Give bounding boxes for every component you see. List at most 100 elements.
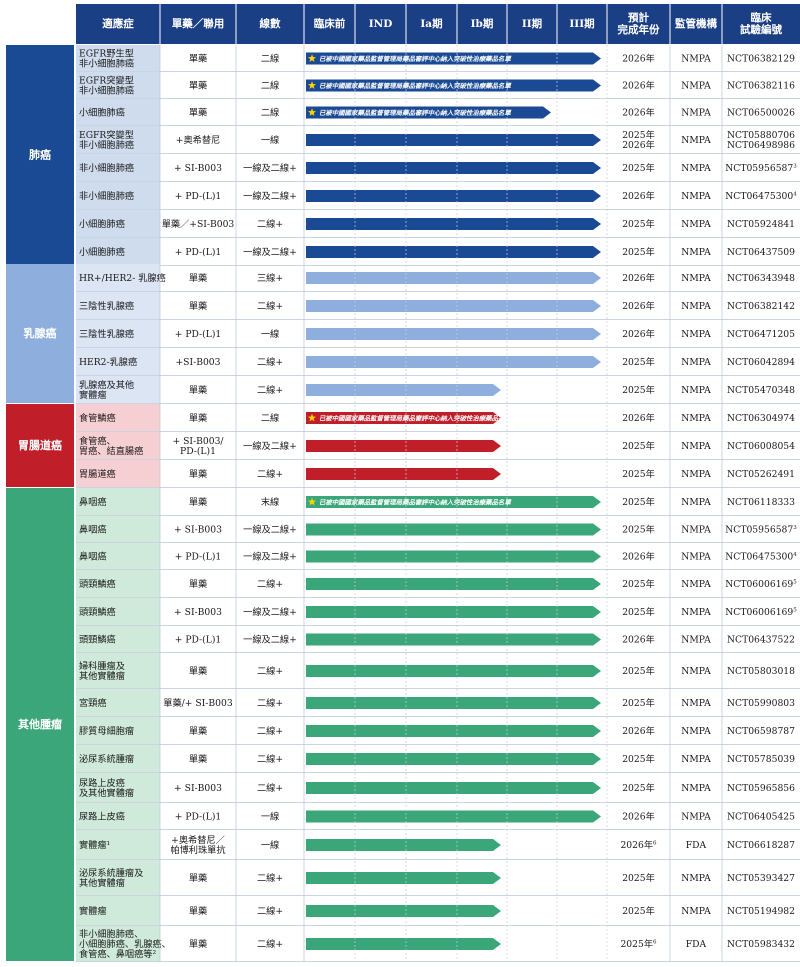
header-bar: [76, 4, 800, 44]
trial-id-text: NCT05803018: [727, 666, 795, 677]
trial-id-text: NCT06382142: [727, 301, 795, 312]
regimen-text: 單藥: [189, 468, 207, 480]
completion-year: 2026年: [622, 328, 655, 340]
regimen-text: 單藥: [189, 53, 207, 65]
regimen-text: + PD-(L)1: [175, 812, 222, 823]
progress-arrow: [306, 550, 601, 563]
indication-text: 食管鱗癌: [79, 412, 116, 424]
regimen-text: 單藥: [189, 872, 207, 884]
indication-text: 膠質母細胞瘤: [79, 725, 134, 737]
indication-text: 非小細胞肺癌: [79, 190, 134, 202]
indication-cell: [76, 238, 160, 265]
completion-year: 2025年: [622, 356, 655, 368]
indication-cell: [76, 264, 160, 291]
regimen-text: + SI-B003: [174, 783, 222, 794]
completion-year: 2025年: [622, 246, 655, 258]
line-text: 一線及二線+: [243, 246, 297, 258]
group-name-lung: 肺癌: [29, 148, 51, 162]
indication-cell: [76, 773, 160, 802]
group-name-gi: 胃腸道癌: [18, 438, 62, 452]
line-text: 二線+: [257, 468, 283, 480]
indication-text: 實體瘤: [79, 905, 107, 917]
completion-year: 2026年: [622, 80, 655, 92]
indication-cell: [76, 45, 160, 71]
breakthrough-note: 已被中國國家藥品監督管理局藥品審評中心納入突破性治療藥品名單: [319, 415, 512, 423]
completion-year: 2025年 2026年: [622, 129, 655, 151]
header-regulator: 監管機構: [675, 17, 717, 30]
regulator-text: NMPA: [681, 497, 711, 508]
line-text: 二線+: [257, 753, 283, 765]
indication-text: 婦科腫瘤及其他實體瘤: [79, 660, 125, 682]
breakthrough-star-icon: [308, 81, 316, 89]
regimen-text: 單藥: [189, 496, 207, 508]
regulator-text: NMPA: [681, 81, 711, 92]
line-text: 二線+: [257, 356, 283, 368]
line-text: 一線: [261, 811, 279, 823]
trial-id-text: NCT06382129: [727, 54, 795, 65]
progress-arrow: [306, 523, 601, 536]
indication-text: HER2-乳腺癌: [79, 356, 137, 368]
indication-cell: [76, 543, 160, 569]
progress-arrow: [306, 782, 601, 794]
regimen-text: + PD-(L)1: [175, 552, 222, 563]
regulator-text: NMPA: [681, 135, 711, 146]
regimen-text: 單藥: [189, 384, 207, 396]
indication-text: 尿路上皮癌: [79, 811, 125, 823]
line-text: 一線: [261, 134, 279, 146]
progress-arrow: [306, 106, 551, 119]
line-text: 一線: [261, 839, 279, 851]
header-completion: 預計完成年份: [618, 11, 660, 36]
indication-cell: [76, 460, 160, 487]
regulator-text: NMPA: [681, 219, 711, 230]
regimen-text: + PD-(L)1: [175, 329, 222, 340]
completion-year: 2025年: [622, 496, 655, 508]
indication-cell: [76, 404, 160, 431]
completion-year: 2025年: [622, 162, 655, 174]
progress-arrow: [306, 872, 501, 884]
completion-year: 2026年6: [620, 839, 657, 851]
line-text: 二線+: [257, 782, 283, 794]
indication-cell: [76, 154, 160, 181]
regimen-text: 單藥: [189, 578, 207, 590]
progress-arrow: [306, 725, 601, 737]
indication-cell: [76, 570, 160, 597]
line-text: 二線+: [257, 905, 283, 917]
progress-arrow: [306, 938, 501, 950]
progress-arrow: [306, 665, 601, 677]
indication-text: 小細胞肺癌: [79, 218, 125, 230]
trial-id-text: NCT06471205: [727, 329, 795, 340]
completion-year: 2026年: [622, 53, 655, 65]
header-preclinical: 臨床前: [314, 17, 346, 30]
completion-year: 2026年: [622, 107, 655, 119]
breakthrough-note: 已被中國國家藥品監督管理局藥品審評中心納入突破性治療藥品名單: [319, 109, 512, 117]
regulator-text: NMPA: [681, 666, 711, 677]
regulator-text: NMPA: [681, 54, 711, 65]
trial-id-text: NCT060061695: [725, 579, 797, 590]
breakthrough-star-icon: [308, 497, 316, 506]
breakthrough-note: 已被中國國家藥品監督管理局藥品審評中心納入突破性治療藥品名單: [319, 499, 512, 507]
completion-year: 2025年6: [620, 938, 657, 950]
trial-id-text: NCT060061695: [725, 607, 797, 618]
line-text: 二線+: [257, 578, 283, 590]
line-text: 二線+: [257, 218, 283, 230]
group-name-other: 其他腫瘤: [18, 717, 62, 731]
completion-year: 2025年: [622, 872, 655, 884]
progress-arrow: [306, 162, 601, 174]
completion-year: 2025年: [622, 218, 655, 230]
indication-cell: [76, 210, 160, 237]
indication-cell: [76, 99, 160, 125]
regulator-text: NMPA: [681, 385, 711, 396]
indication-text: 胃腸道癌: [79, 468, 116, 480]
indication-text: 頭頸鱗癌: [79, 634, 116, 646]
regulator-text: NMPA: [681, 783, 711, 794]
completion-year: 2026年: [622, 725, 655, 737]
trial-id-text: NCT06437522: [727, 635, 795, 646]
regimen-text: + PD-(L)1: [175, 635, 222, 646]
progress-arrow: [306, 218, 601, 230]
indication-text: 非小細胞肺癌、小細胞肺癌、乳腺癌、食管癌、鼻咽癌等²: [79, 928, 171, 960]
group-label-other: [6, 488, 74, 961]
header-indication: 適應症: [102, 17, 134, 30]
trial-id-text: NCT06118333: [727, 497, 795, 508]
line-text: 一線及二線+: [243, 551, 297, 563]
breakthrough-note: 已被中國國家藥品監督管理局藥品審評中心納入突破性治療藥品名單: [319, 55, 512, 63]
